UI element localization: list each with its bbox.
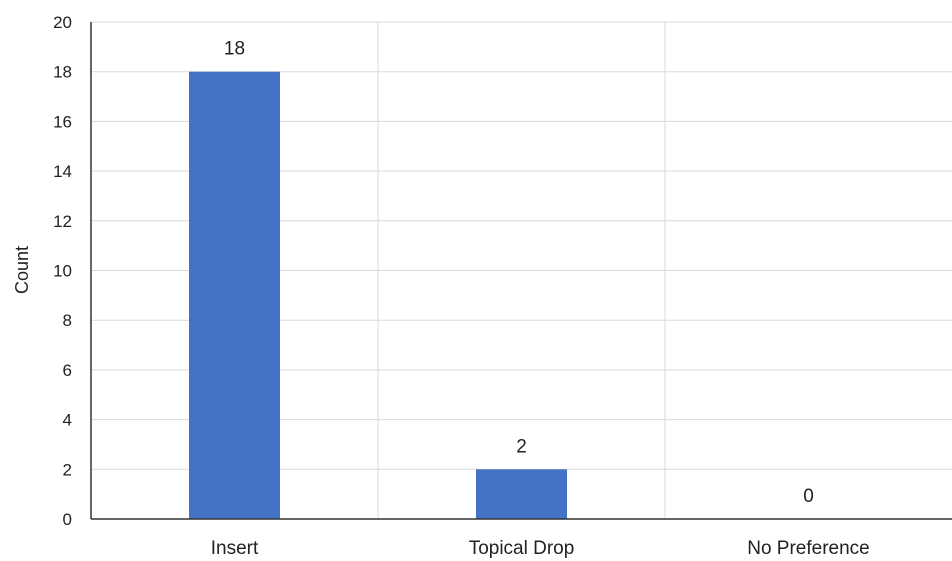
y-tick-label: 4 xyxy=(63,411,72,430)
bar-insert xyxy=(189,71,280,519)
data-label: 18 xyxy=(224,39,245,60)
axis-layer xyxy=(90,22,952,520)
data-label: 0 xyxy=(803,486,814,507)
label-layer: 0 2 4 6 8 10 12 14 16 18 20 18 Insert 2 Topical Drop 0 N… xyxy=(53,13,870,559)
y-tick-label: 2 xyxy=(63,460,72,479)
y-tick-label: 0 xyxy=(63,510,72,529)
y-axis-title: Count xyxy=(12,246,32,294)
y-tick-label: 20 xyxy=(53,13,72,32)
y-tick-label: 10 xyxy=(53,262,72,281)
data-label: 2 xyxy=(516,436,527,457)
y-tick-label: 16 xyxy=(53,112,72,131)
x-tick-label: Topical Drop xyxy=(469,538,575,559)
bar-topical-drop xyxy=(476,469,567,519)
y-tick-label: 8 xyxy=(63,311,72,330)
x-tick-label: Insert xyxy=(211,538,259,559)
y-tick-label: 6 xyxy=(63,361,72,380)
y-tick-label: 18 xyxy=(53,63,72,82)
y-tick-label: 12 xyxy=(53,212,72,231)
y-tick-label: 14 xyxy=(53,162,72,181)
x-tick-label: No Preference xyxy=(747,538,870,559)
bar-layer xyxy=(189,71,567,519)
